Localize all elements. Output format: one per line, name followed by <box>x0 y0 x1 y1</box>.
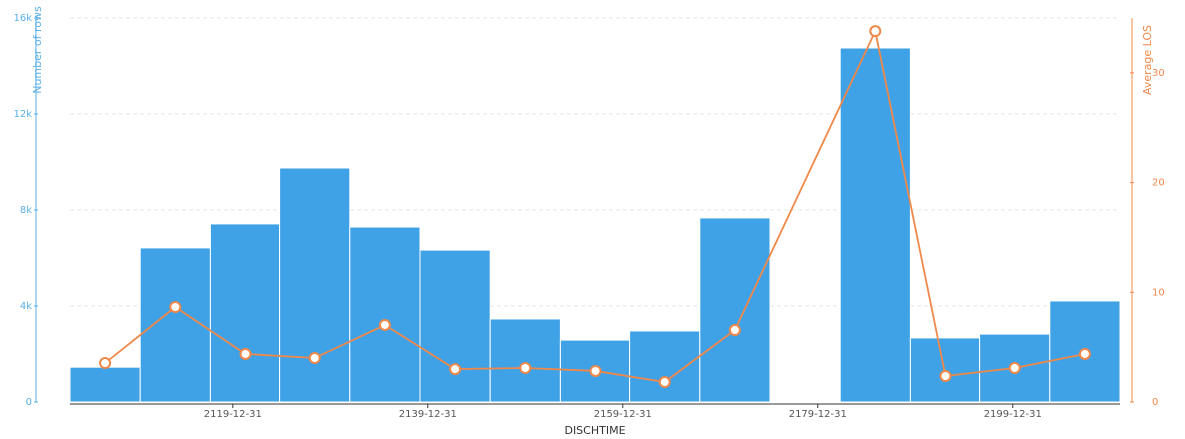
y2-axis-title: Average LOS <box>1141 25 1154 95</box>
y-tick-label: 12k <box>13 109 32 120</box>
point <box>939 369 952 382</box>
x-tick-label: 2139-12-31 <box>399 409 457 420</box>
point <box>1008 361 1021 374</box>
point <box>308 352 321 365</box>
bar <box>629 330 701 403</box>
point <box>378 318 391 331</box>
bar <box>209 223 281 403</box>
y-tick-label: 0 <box>26 397 32 408</box>
point <box>449 363 462 376</box>
point <box>99 357 112 370</box>
y-tick-label: 8k <box>20 205 32 216</box>
point <box>169 300 182 313</box>
y2-tick-label: 20 <box>1152 178 1165 189</box>
point <box>589 364 602 377</box>
y2-tick-label: 10 <box>1152 287 1165 298</box>
point <box>519 361 532 374</box>
point <box>239 347 252 360</box>
bar <box>489 318 561 403</box>
bar <box>419 249 491 403</box>
point <box>869 25 882 38</box>
x-tick-label: 2199-12-31 <box>984 409 1042 420</box>
point <box>658 376 671 389</box>
bar <box>839 47 911 403</box>
x-axis-title: DISCHTIME <box>564 424 625 437</box>
bar <box>699 217 771 403</box>
y-axis-title: Number of rows <box>31 6 44 94</box>
y-tick-label: 16k <box>13 13 32 24</box>
bar <box>279 167 351 403</box>
point <box>728 324 741 337</box>
y2-tick-label: 30 <box>1152 68 1165 79</box>
line <box>104 28 1086 383</box>
point <box>1078 347 1091 360</box>
x-tick-label: 2119-12-31 <box>204 409 262 420</box>
bar <box>69 366 141 403</box>
bar <box>139 247 211 403</box>
bar <box>349 226 421 403</box>
x-tick-label: 2159-12-31 <box>594 409 652 420</box>
y-tick-label: 4k <box>20 301 32 312</box>
y2-tick-label: 0 <box>1152 397 1158 408</box>
x-tick-label: 2179-12-31 <box>789 409 847 420</box>
